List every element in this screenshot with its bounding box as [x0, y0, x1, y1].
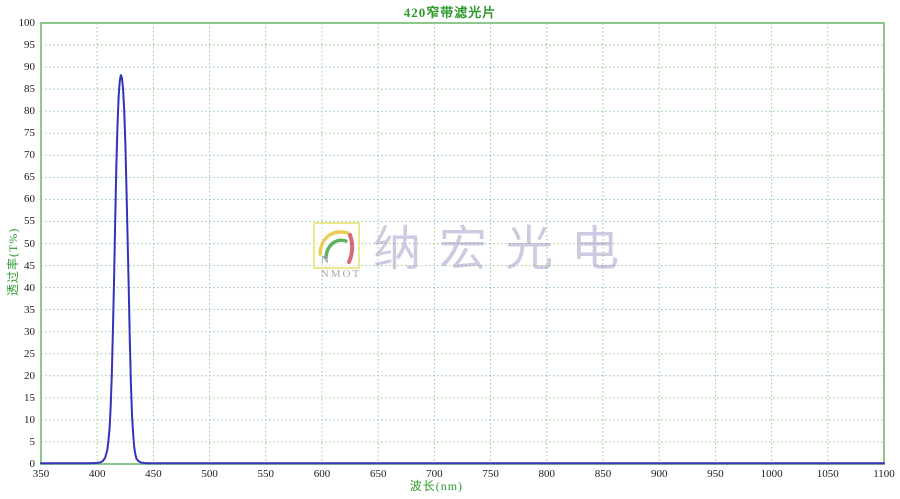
- y-tick-label: 10: [24, 413, 35, 426]
- transmission-curve: [40, 74, 885, 465]
- y-tick-label: 60: [24, 193, 35, 206]
- x-tick-label: 700: [426, 468, 443, 480]
- y-tick-label: 100: [18, 17, 36, 29]
- y-tick-label: 15: [24, 391, 35, 404]
- x-tick-label: 850: [594, 468, 612, 480]
- y-tick-label: 45: [24, 259, 35, 272]
- y-tick-label: 40: [24, 281, 35, 294]
- y-tick-label: 90: [24, 61, 35, 74]
- x-tick-label: 1050: [816, 468, 839, 480]
- chart-title: 420窄带滤光片: [403, 5, 497, 20]
- x-tick-label: 900: [650, 468, 668, 480]
- x-tick-label: 950: [707, 468, 724, 480]
- y-tick-label: 50: [24, 237, 35, 250]
- x-tick-label: 800: [538, 468, 556, 480]
- x-tick-label: 1100: [873, 468, 895, 480]
- x-tick-label: 500: [201, 468, 218, 480]
- x-axis-label: 波长(nm): [409, 479, 464, 493]
- x-tick-label: 1000: [760, 468, 783, 480]
- x-tick-label: 350: [32, 468, 50, 480]
- y-tick-label: 65: [24, 171, 35, 184]
- y-axis-label: 透过率(T%): [6, 227, 20, 296]
- y-tick-label: 75: [24, 127, 35, 140]
- x-tick-label: 400: [88, 468, 106, 480]
- y-tick-label: 0: [29, 458, 36, 470]
- y-tick-label: 5: [29, 435, 36, 448]
- y-tick-label: 25: [24, 347, 35, 360]
- y-tick-label: 55: [24, 215, 35, 228]
- y-tick-label: 95: [24, 39, 35, 52]
- x-tick-label: 600: [313, 468, 331, 480]
- y-tick-label: 85: [24, 83, 35, 96]
- x-tick-label: 750: [482, 468, 499, 480]
- y-tick-label: 30: [24, 325, 35, 338]
- y-tick-label: 80: [24, 105, 35, 118]
- x-tick-label: 450: [145, 468, 162, 480]
- y-tick-label: 70: [24, 149, 35, 162]
- x-tick-label: 650: [369, 468, 387, 480]
- y-tick-label: 20: [24, 369, 35, 382]
- y-tick-label: 35: [24, 303, 35, 316]
- x-tick-label: 550: [257, 468, 275, 480]
